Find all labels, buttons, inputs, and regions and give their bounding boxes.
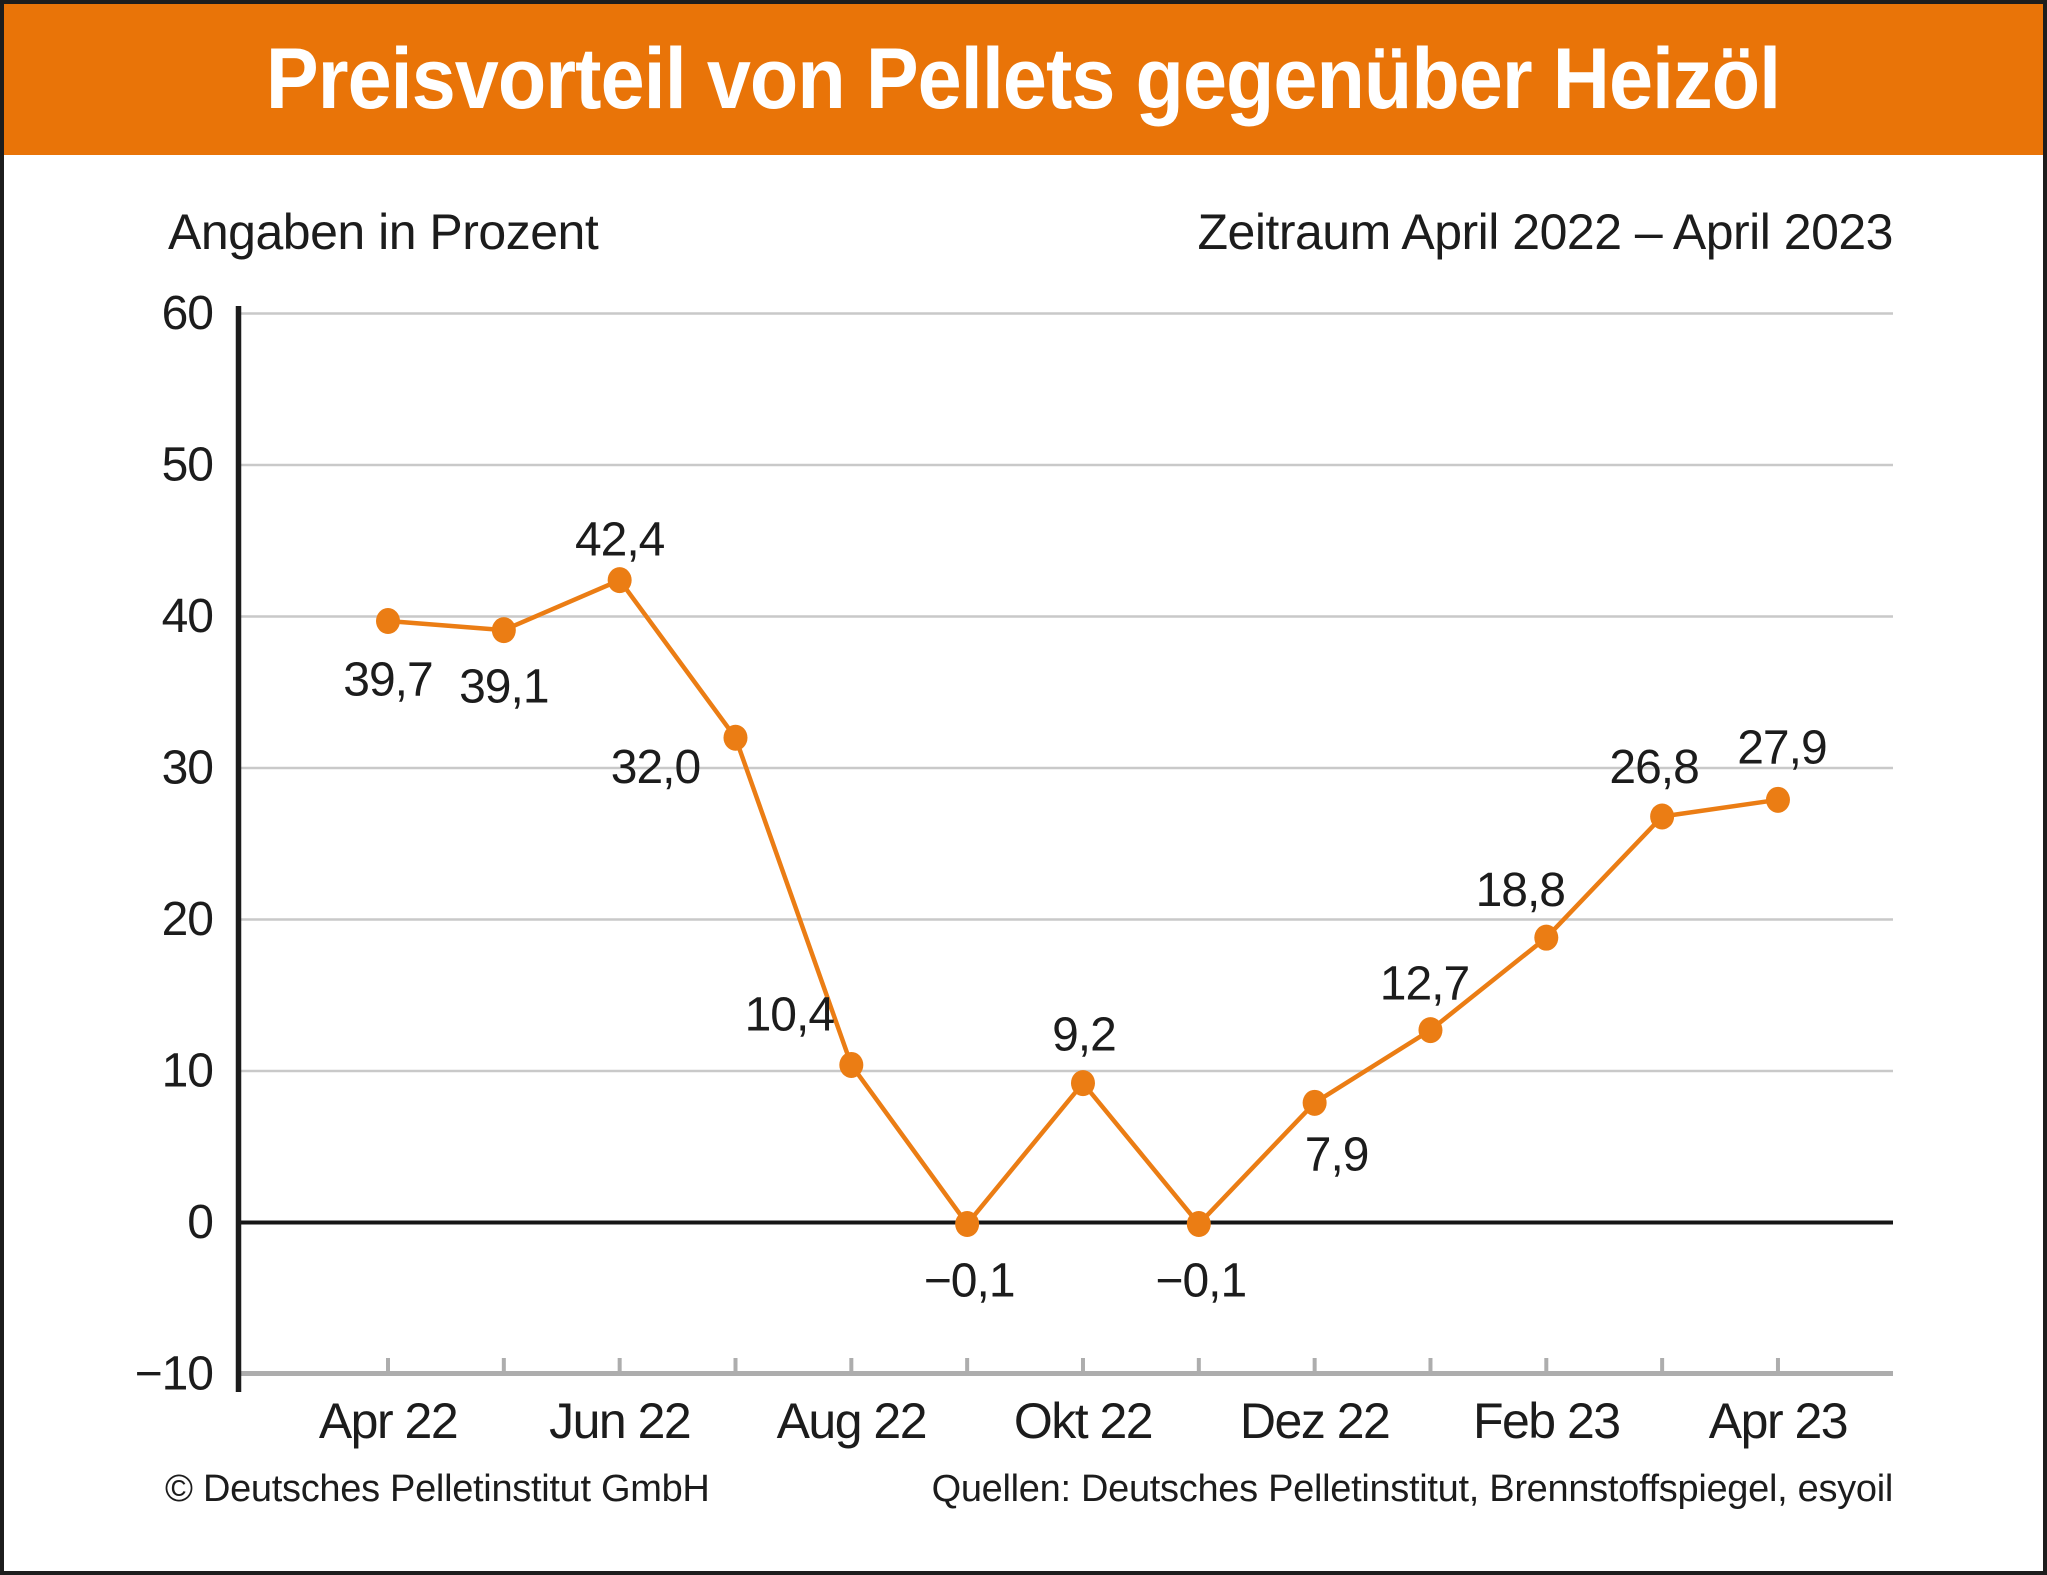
- data-point-label: 27,9: [1737, 721, 1826, 774]
- data-line: [387, 577, 1779, 1227]
- data-point-label: 9,2: [1052, 1009, 1116, 1062]
- footer-row: © Deutsches Pelletinstitut GmbH Quellen:…: [165, 1468, 1893, 1516]
- x-axis-label: Dez 22: [1240, 1393, 1389, 1449]
- sources-note: Quellen: Deutsches Pelletinstitut, Brenn…: [931, 1468, 1894, 1510]
- data-point-label: 12,7: [1380, 958, 1469, 1011]
- x-axis-label: Apr 22: [319, 1393, 457, 1449]
- y-axis-label: 0: [187, 1196, 213, 1249]
- data-point-label: 26,8: [1609, 741, 1698, 794]
- x-axis-label: Feb 23: [1473, 1393, 1620, 1449]
- data-point-label: 42,4: [575, 514, 665, 567]
- x-axis-label: Aug 22: [777, 1393, 926, 1449]
- data-point: [723, 724, 748, 751]
- data-point: [376, 608, 400, 635]
- copyright-note: © Deutsches Pelletinstitut GmbH: [165, 1468, 710, 1510]
- data-point-label: 10,4: [745, 988, 835, 1041]
- data-point-label: −0,1: [924, 1255, 1015, 1308]
- y-axis-label: 10: [162, 1045, 213, 1098]
- subtitle-row: Angaben in Prozent Zeitraum April 2022 –…: [168, 203, 1893, 260]
- x-axis-label: Apr 23: [1709, 1393, 1847, 1449]
- data-point: [1070, 1070, 1095, 1097]
- x-axis-label: Okt 22: [1014, 1393, 1152, 1449]
- data-point-label: 18,8: [1476, 864, 1565, 917]
- y-axis-label: 30: [162, 742, 213, 795]
- y-axis-label: −10: [135, 1348, 213, 1401]
- data-point-label: 32,0: [611, 741, 700, 794]
- x-axis-label: Jun 22: [549, 1393, 690, 1449]
- data-point: [1186, 1211, 1211, 1238]
- data-point-label: 39,7: [343, 654, 432, 707]
- data-point: [491, 617, 516, 644]
- data-point: [607, 567, 632, 594]
- data-point: [839, 1051, 864, 1078]
- data-point: [1765, 786, 1790, 813]
- data-point-label: 39,1: [459, 661, 548, 714]
- data-point: [955, 1211, 980, 1238]
- y-axis-label: 60: [162, 287, 213, 340]
- y-axis-label: 20: [162, 893, 213, 946]
- data-point: [1302, 1089, 1327, 1116]
- data-point-label: −0,1: [1155, 1255, 1246, 1308]
- data-point: [1418, 1017, 1443, 1044]
- data-point: [1534, 924, 1559, 951]
- y-axis-label: 40: [162, 590, 213, 643]
- chart-title: Preisvorteil von Pellets gegenüber Heizö…: [266, 31, 1781, 127]
- data-point-label: 7,9: [1305, 1128, 1369, 1181]
- data-point: [1650, 803, 1675, 830]
- period-note: Zeitraum April 2022 – April 2023: [1197, 204, 1893, 260]
- header-banner: Preisvorteil von Pellets gegenüber Heizö…: [4, 4, 2043, 155]
- unit-note: Angaben in Prozent: [168, 204, 599, 260]
- y-axis-label: 50: [162, 439, 213, 492]
